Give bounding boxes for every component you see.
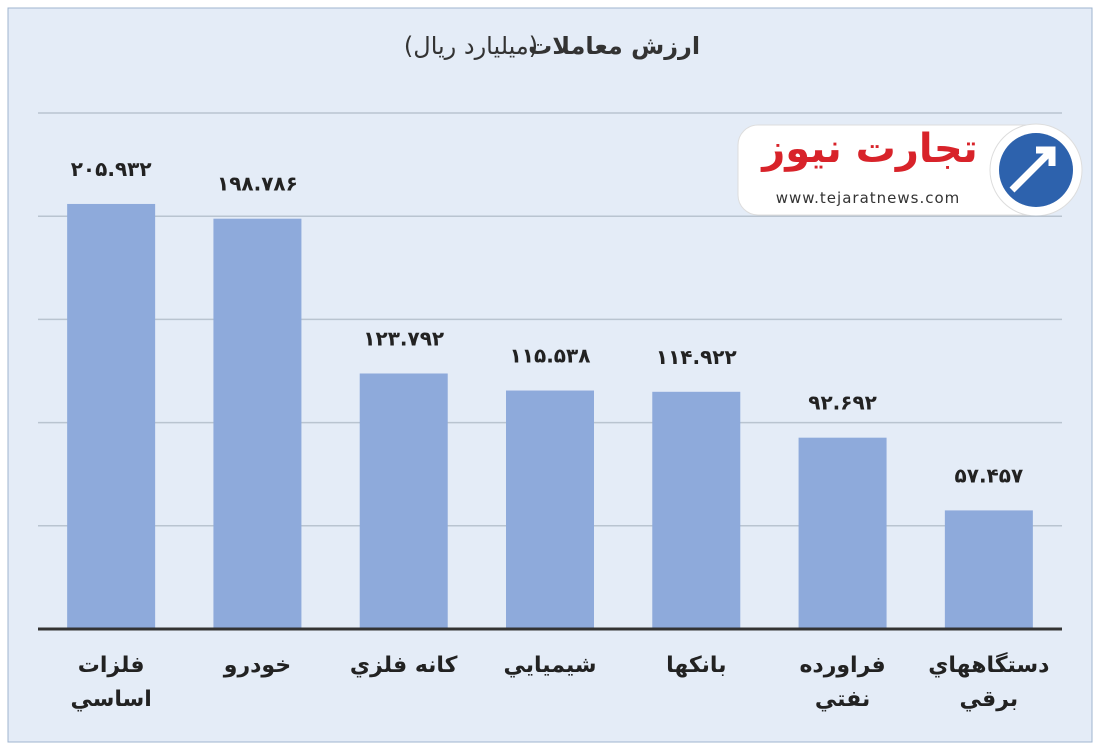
value-label: ۱۹۸.۷۸۶ [217,172,298,196]
title: ارزش معاملات [528,32,700,60]
x-tick-label: خودرو [223,653,292,678]
bar [506,390,594,629]
bar [944,510,1033,629]
subtitle: (ميليارد ريال) [404,32,538,60]
bar [213,218,302,629]
logo-name: تجارت نیوز [760,126,977,172]
x-tick-label: شيميايي [503,653,597,678]
logo-arrow [1009,146,1056,193]
x-tick-label: فلزات اساسي [70,653,152,712]
x-tick-label: فراورده نفتي [799,653,886,712]
logo: تجارت نیوز www.tejaratnews.com [737,123,1083,217]
bar [67,203,156,629]
chart-title: ارزش معاملات(ميليارد ريال) [404,32,700,60]
value-label: ۵۷.۴۵۷ [955,463,1024,487]
bar [798,437,887,629]
x-tick-label: بانكها [666,653,727,678]
value-label: ۲۰۵.۹۳۲ [71,157,152,181]
value-label: ۹۲.۶۹۲ [808,391,877,415]
value-label: ۱۱۵.۵۳۸ [510,344,591,368]
bar [652,391,741,629]
value-label: ۱۱۴.۹۲۲ [656,345,737,369]
value-label: ۱۲۳.۷۹۲ [363,326,444,350]
x-tick-label: دستگاههاي برقي [928,653,1050,712]
chart-area [7,7,1093,743]
x-tick-label: كانه فلزي [349,653,458,678]
bar [359,373,448,629]
logo-url: www.tejaratnews.com [776,189,961,207]
